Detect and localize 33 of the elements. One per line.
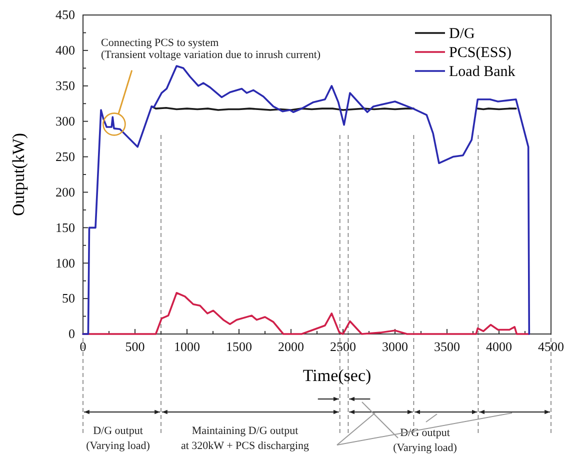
y-tick-label: 250 xyxy=(56,148,75,164)
y-tick-label: 150 xyxy=(56,220,75,235)
text: at 320kW + PCS discharging xyxy=(180,440,310,452)
legend-label: Load Bank xyxy=(449,64,516,80)
text: Maintaining D/G output xyxy=(192,425,298,437)
y-tick-label: 350 xyxy=(56,78,75,94)
annotation: (Transient voltage variation due to inrush current) xyxy=(101,49,321,61)
x-tick-label: 0 xyxy=(80,339,86,354)
x-tick-label: 4000 xyxy=(486,339,512,354)
y-tick-label: 400 xyxy=(56,42,75,58)
x-tick-label: 1500 xyxy=(226,339,252,354)
text: (Varying load) xyxy=(393,442,458,454)
text: (Varying load) xyxy=(86,440,150,452)
line-series xyxy=(82,65,530,335)
y-tick-label: 450 xyxy=(56,7,75,22)
y-tick-label: 300 xyxy=(56,113,75,128)
y-axis-title: Output(kW) xyxy=(9,132,28,216)
y-tick-label: 0 xyxy=(68,326,75,342)
text: D/G output xyxy=(93,425,143,437)
y-tick-label: 100 xyxy=(56,255,75,270)
y-tick-label: 200 xyxy=(56,184,75,200)
x-tick-label: 4500 xyxy=(538,339,564,354)
y-tick-label: 50 xyxy=(62,290,75,306)
x-axis-title: Time(sec) xyxy=(302,366,372,385)
x-tick-label: 1000 xyxy=(174,339,200,354)
x-tick-label: 3000 xyxy=(382,339,408,354)
legend-label: D/G xyxy=(449,26,475,42)
x-tick-label: 3500 xyxy=(434,339,460,354)
legend-label: PCS(ESS) xyxy=(449,45,512,61)
x-tick-label: 500 xyxy=(125,339,145,354)
x-tick-label: 2500 xyxy=(330,339,356,354)
annotation: Connecting PCS to system xyxy=(101,37,220,49)
x-tick-label: 2000 xyxy=(278,339,304,354)
